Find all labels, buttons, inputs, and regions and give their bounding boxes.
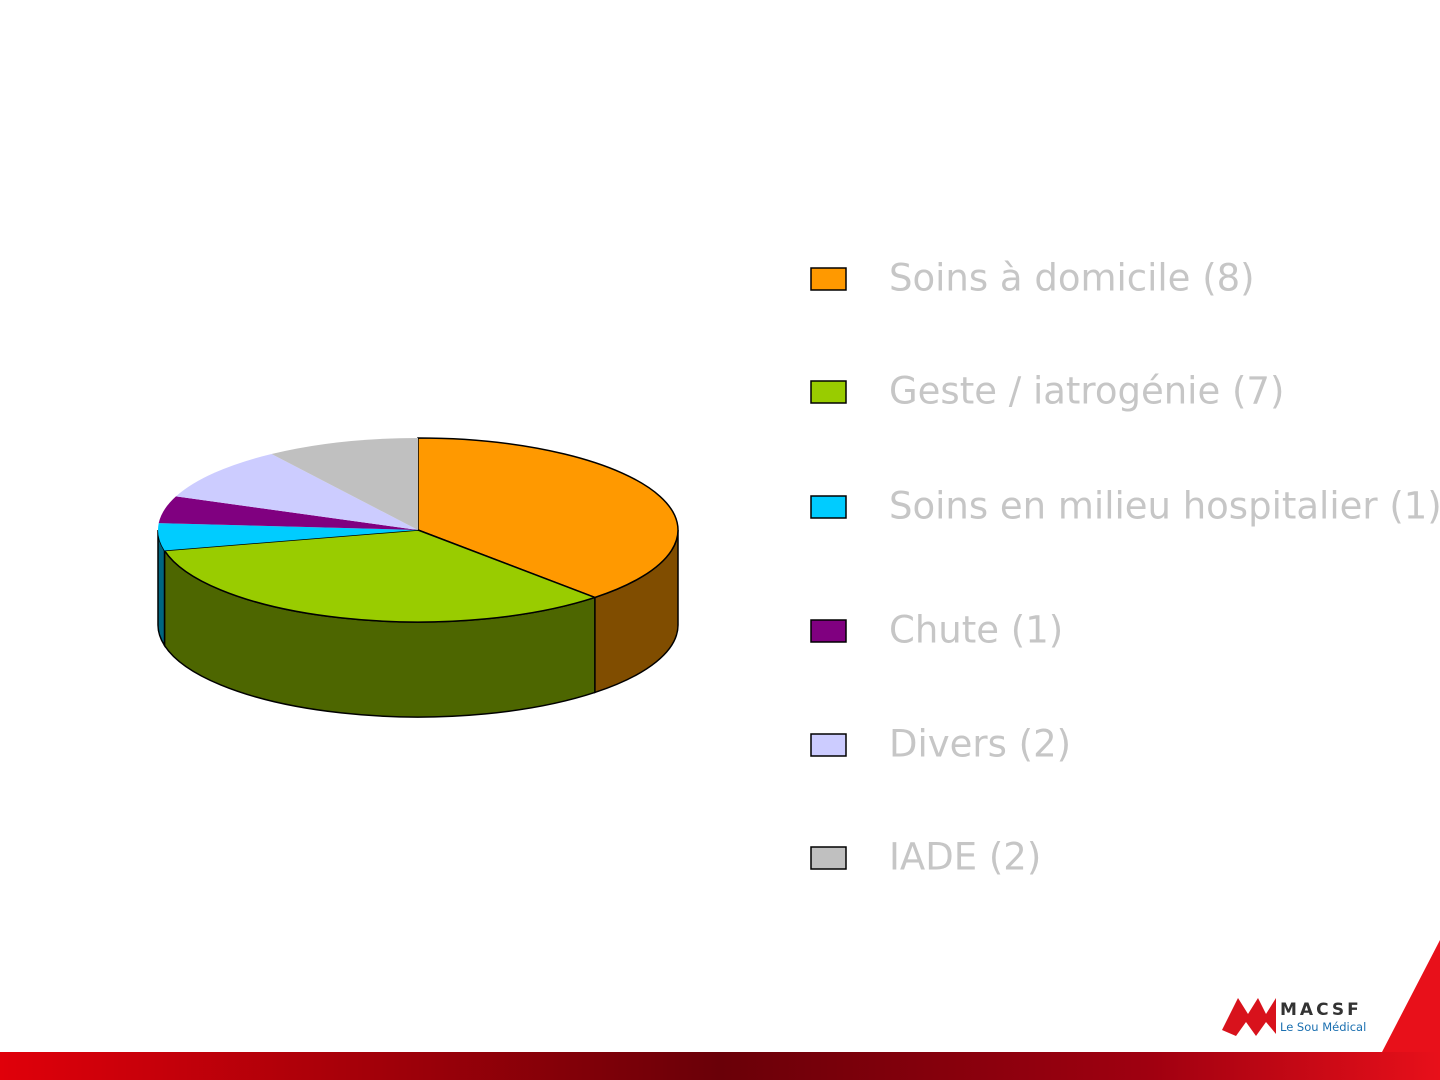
legend-label: Geste / iatrogénie (7) xyxy=(889,370,1284,413)
legend-label: Chute (1) xyxy=(889,609,1063,652)
logo: MACSF Le Sou Médical xyxy=(1222,998,1366,1036)
legend-label: Soins en milieu hospitalier (1) xyxy=(889,485,1440,528)
legend-swatch xyxy=(810,846,847,870)
pie xyxy=(157,437,679,718)
slice xyxy=(175,453,418,530)
slice xyxy=(417,437,679,599)
slice xyxy=(271,438,418,530)
legend-swatch xyxy=(810,619,847,643)
logo-name: MACSF xyxy=(1280,1000,1362,1020)
slice xyxy=(157,523,418,551)
slice xyxy=(163,529,598,623)
legend: Soins à domicile (8) Geste / iatrogénie (… xyxy=(810,257,1440,879)
legend-swatch xyxy=(810,267,847,291)
corner-accent xyxy=(1382,940,1440,1052)
legend-swatch xyxy=(810,495,847,519)
legend-label: Divers (2) xyxy=(889,723,1071,766)
footer-bar xyxy=(0,1052,1440,1080)
logo-mark xyxy=(1222,998,1276,1036)
slice xyxy=(158,496,418,530)
legend-label: IADE (2) xyxy=(889,836,1041,879)
legend-swatch xyxy=(810,733,847,757)
legend-swatch xyxy=(810,380,847,404)
logo-tagline: Le Sou Médical xyxy=(1280,1020,1366,1034)
legend-label: Soins à domicile (8) xyxy=(889,257,1255,300)
